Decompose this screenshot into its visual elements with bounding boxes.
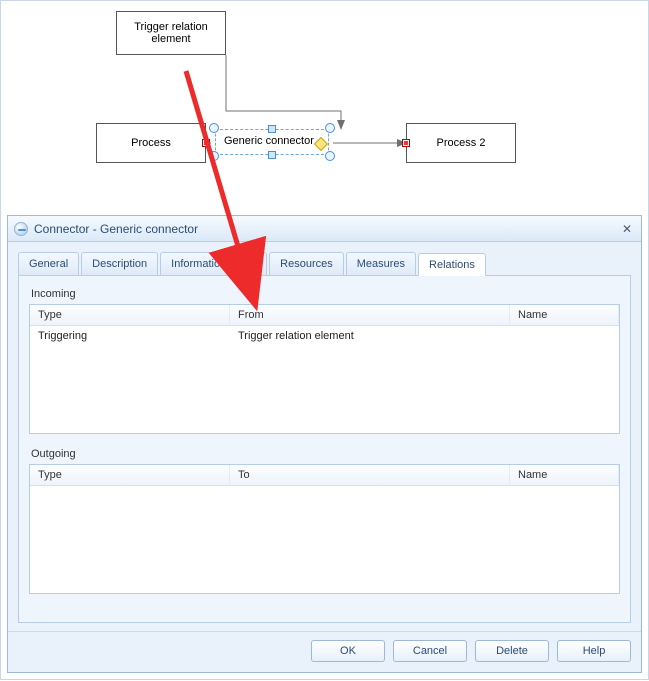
selection-handle-icon[interactable] bbox=[325, 151, 335, 161]
col-type[interactable]: Type bbox=[30, 465, 230, 485]
diagram-canvas: Trigger relation element Process Process… bbox=[1, 1, 648, 201]
connector-generic[interactable]: Generic connector bbox=[215, 129, 329, 155]
incoming-label: Incoming bbox=[31, 288, 620, 300]
col-to[interactable]: To bbox=[230, 465, 510, 485]
selection-handle-icon[interactable] bbox=[325, 123, 335, 133]
selection-midpoint-icon[interactable] bbox=[268, 151, 276, 159]
cell-type: Triggering bbox=[30, 326, 230, 346]
cell-name bbox=[510, 326, 619, 346]
port-icon[interactable] bbox=[202, 139, 210, 147]
tab-resources[interactable]: Resources bbox=[269, 252, 344, 275]
node-process-2[interactable]: Process 2 bbox=[406, 123, 516, 163]
close-icon[interactable]: ✕ bbox=[619, 221, 635, 237]
outgoing-list[interactable]: Type To Name bbox=[29, 464, 620, 594]
connector-icon bbox=[14, 222, 28, 236]
help-button[interactable]: Help bbox=[557, 640, 631, 662]
connector-properties-dialog: Connector - Generic connector ✕ General … bbox=[7, 215, 642, 673]
tab-general[interactable]: General bbox=[18, 252, 79, 275]
port-icon[interactable] bbox=[402, 139, 410, 147]
tab-strip: General Description Information Items Re… bbox=[8, 242, 641, 276]
col-name[interactable]: Name bbox=[510, 465, 619, 485]
selection-midpoint-icon[interactable] bbox=[268, 125, 276, 133]
tab-relations[interactable]: Relations bbox=[418, 253, 486, 276]
selection-handle-icon[interactable] bbox=[209, 151, 219, 161]
tab-measures[interactable]: Measures bbox=[346, 252, 416, 275]
cell-from: Trigger relation element bbox=[230, 326, 510, 346]
col-name[interactable]: Name bbox=[510, 305, 619, 325]
incoming-list[interactable]: Type From Name Triggering Trigger relati… bbox=[29, 304, 620, 434]
incoming-list-header: Type From Name bbox=[30, 305, 619, 326]
node-trigger-relation-element[interactable]: Trigger relation element bbox=[116, 11, 226, 55]
table-row[interactable]: Triggering Trigger relation element bbox=[30, 326, 619, 346]
col-type[interactable]: Type bbox=[30, 305, 230, 325]
tab-description[interactable]: Description bbox=[81, 252, 158, 275]
node-label: Process 2 bbox=[437, 137, 486, 149]
dialog-button-row: OK Cancel Delete Help bbox=[8, 631, 641, 672]
node-label: Process bbox=[131, 137, 171, 149]
selection-handle-icon[interactable] bbox=[209, 123, 219, 133]
ok-button[interactable]: OK bbox=[311, 640, 385, 662]
outgoing-list-header: Type To Name bbox=[30, 465, 619, 486]
delete-button[interactable]: Delete bbox=[475, 640, 549, 662]
node-process-1[interactable]: Process bbox=[96, 123, 206, 163]
dialog-titlebar[interactable]: Connector - Generic connector ✕ bbox=[8, 216, 641, 242]
tab-panel-relations: Incoming Type From Name Triggering Trigg… bbox=[18, 276, 631, 623]
diagram-edges bbox=[1, 1, 648, 201]
dialog-title: Connector - Generic connector bbox=[34, 222, 198, 236]
node-label: Trigger relation element bbox=[119, 21, 223, 45]
cancel-button[interactable]: Cancel bbox=[393, 640, 467, 662]
outgoing-label: Outgoing bbox=[31, 448, 620, 460]
connector-label: Generic connector bbox=[224, 135, 314, 147]
col-from[interactable]: From bbox=[230, 305, 510, 325]
tab-information-items[interactable]: Information Items bbox=[160, 252, 267, 275]
